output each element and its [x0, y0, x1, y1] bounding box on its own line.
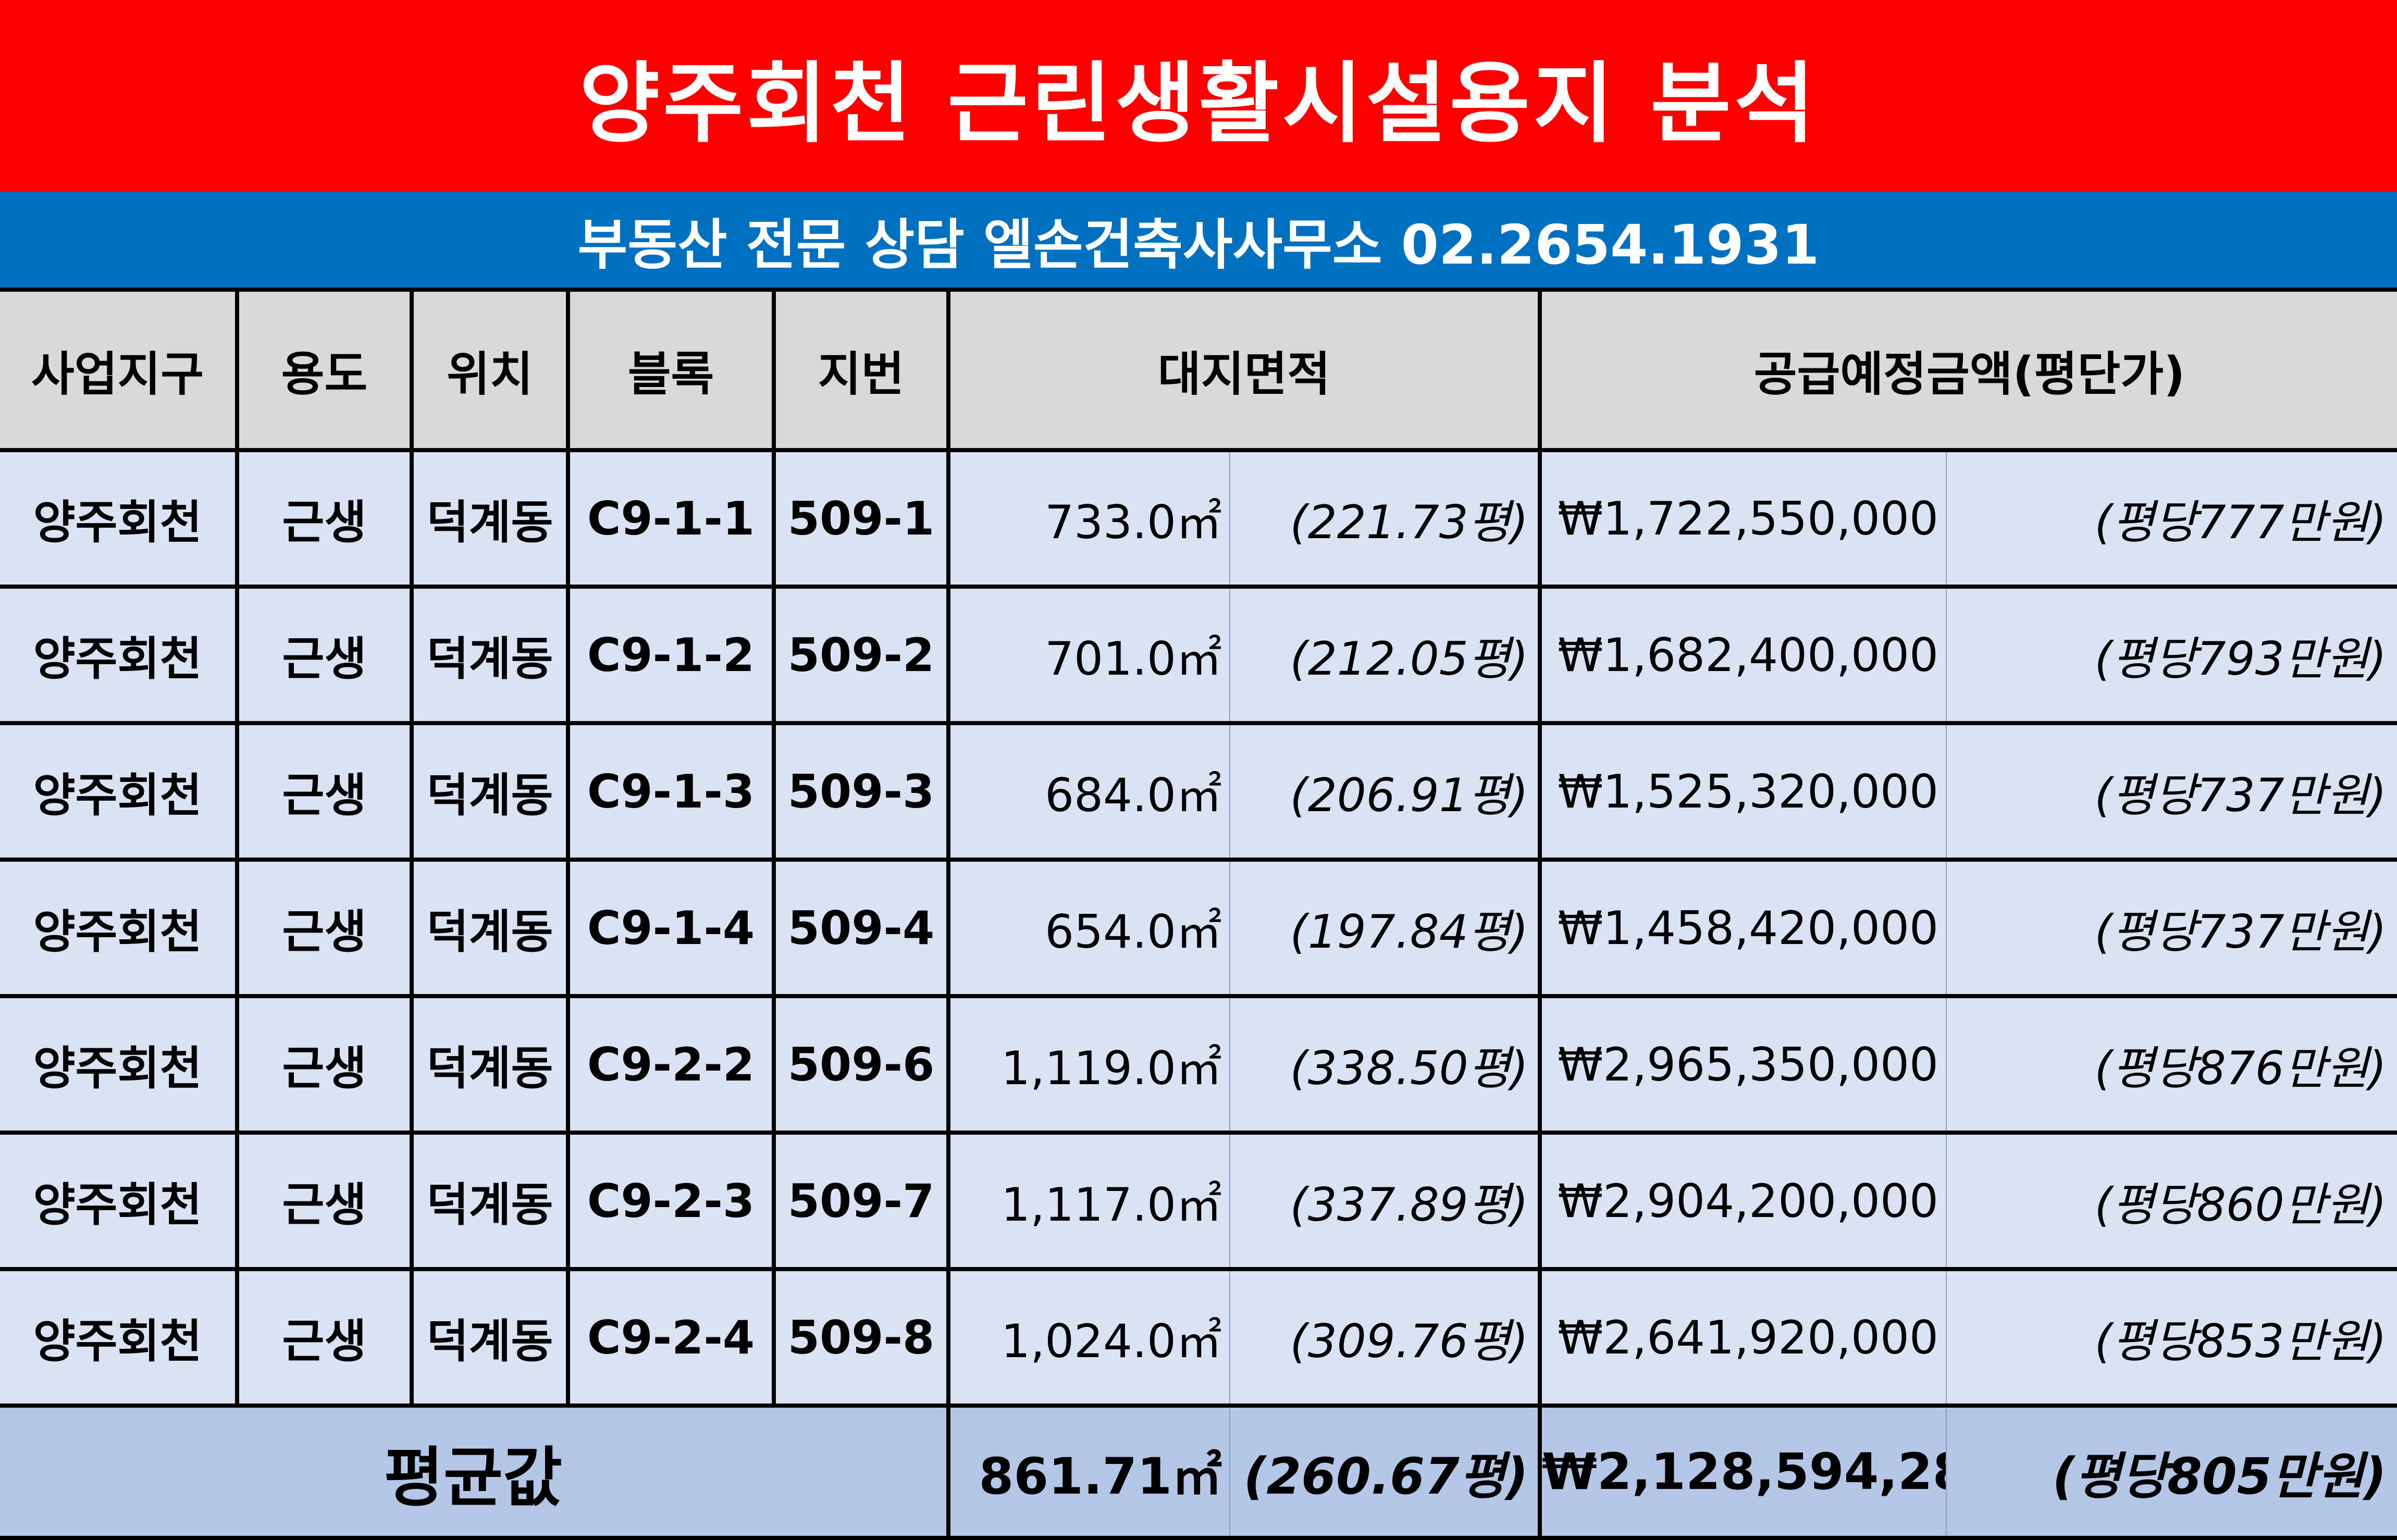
- cell-unit-price: (평당793만원): [1946, 585, 2397, 725]
- cell-use: 근생: [235, 994, 414, 1135]
- cell-unit-price: (평당853만원): [1946, 1267, 2397, 1408]
- cell-price: ₩1,722,550,000: [1540, 448, 1947, 589]
- average-pyeong: (260.67평): [1230, 1404, 1542, 1540]
- average-row: 평균값861.71㎡(260.67평)₩2,128,594,286(평당805만…: [0, 1404, 2397, 1540]
- cell-area: 1,024.0㎡: [946, 1267, 1230, 1408]
- cell-use: 근생: [235, 721, 414, 862]
- cell-pyeong: (206.91평): [1230, 721, 1542, 862]
- cell-block: C9-1-2: [566, 585, 776, 725]
- cell-block: C9-1-4: [566, 858, 776, 998]
- average-label: 평균값: [0, 1404, 950, 1540]
- cell-use: 근생: [235, 448, 414, 589]
- header-land-area: 대지면적: [946, 288, 1542, 452]
- cell-lot: 509-6: [772, 994, 950, 1135]
- cell-location: 덕계동: [410, 721, 570, 862]
- cell-block: C9-1-1: [566, 448, 776, 589]
- cell-location: 덕계동: [410, 1267, 570, 1408]
- cell-location: 덕계동: [410, 448, 570, 589]
- cell-location: 덕계동: [410, 858, 570, 998]
- cell-price: ₩1,458,420,000: [1540, 858, 1947, 998]
- cell-unit-price: (평당777만원): [1946, 448, 2397, 589]
- cell-price: ₩2,904,200,000: [1540, 1131, 1947, 1271]
- cell-area: 701.0㎡: [946, 585, 1230, 725]
- header-use: 용도: [235, 288, 414, 452]
- cell-area: 1,119.0㎡: [946, 994, 1230, 1135]
- cell-area: 684.0㎡: [946, 721, 1230, 862]
- cell-district: 양주회천: [0, 858, 239, 998]
- cell-pyeong: (337.89평): [1230, 1131, 1542, 1271]
- cell-block: C9-2-2: [566, 994, 776, 1135]
- cell-price: ₩2,641,920,000: [1540, 1267, 1947, 1408]
- subtitle-banner: 부동산 전문 상담 엘손건축사사무소 02.2654.1931: [0, 192, 2397, 288]
- cell-use: 근생: [235, 858, 414, 998]
- average-price: ₩2,128,594,286: [1540, 1404, 1947, 1540]
- cell-location: 덕계동: [410, 1131, 570, 1271]
- cell-price: ₩1,525,320,000: [1540, 721, 1947, 862]
- table-row: 양주회천 근생 덕계동 C9-1-2 509-2 701.0㎡ (212.05평) ₩1,68…: [0, 585, 2397, 725]
- cell-unit-price: (평당737만원): [1946, 858, 2397, 998]
- land-analysis-table: 사업지구 용도 위치 블록 지번 대지면적 공급예정금액(평단가) 양주회천 근생…: [0, 288, 2397, 1540]
- cell-district: 양주회천: [0, 448, 239, 589]
- cell-block: C9-1-3: [566, 721, 776, 862]
- cell-area: 1,117.0㎡: [946, 1131, 1230, 1271]
- header-supply-price: 공급예정금액(평단가): [1538, 288, 2397, 452]
- table-row: 양주회천 근생 덕계동 C9-2-3 509-7 1,117.0㎡ (337.89평) ₩2,…: [0, 1131, 2397, 1271]
- table-row: 양주회천 근생 덕계동 C9-2-2 509-6 1,119.0㎡ (338.50평) ₩2,…: [0, 994, 2397, 1135]
- cell-price: ₩2,965,350,000: [1540, 994, 1947, 1135]
- cell-location: 덕계동: [410, 585, 570, 725]
- table-row: 양주회천 근생 덕계동 C9-1-4 509-4 654.0㎡ (197.84평) ₩1,45…: [0, 858, 2397, 998]
- table-row: 양주회천 근생 덕계동 C9-1-1 509-1 733.0㎡ (221.73평) ₩1,72…: [0, 448, 2397, 589]
- table-row: 양주회천 근생 덕계동 C9-2-4 509-8 1,024.0㎡ (309.76평) ₩2,…: [0, 1267, 2397, 1408]
- cell-location: 덕계동: [410, 994, 570, 1135]
- cell-lot: 509-7: [772, 1131, 950, 1271]
- cell-district: 양주회천: [0, 585, 239, 725]
- cell-pyeong: (338.50평): [1230, 994, 1542, 1135]
- cell-district: 양주회천: [0, 1267, 239, 1408]
- cell-district: 양주회천: [0, 994, 239, 1135]
- cell-pyeong: (221.73평): [1230, 448, 1542, 589]
- table-row: 양주회천 근생 덕계동 C9-1-3 509-3 684.0㎡ (206.91평) ₩1,52…: [0, 721, 2397, 862]
- cell-pyeong: (309.76평): [1230, 1267, 1542, 1408]
- cell-use: 근생: [235, 585, 414, 725]
- cell-unit-price: (평당737만원): [1946, 721, 2397, 862]
- cell-lot: 509-4: [772, 858, 950, 998]
- cell-pyeong: (197.84평): [1230, 858, 1542, 998]
- header-lot: 지번: [772, 288, 950, 452]
- cell-use: 근생: [235, 1267, 414, 1408]
- cell-area: 654.0㎡: [946, 858, 1230, 998]
- cell-block: C9-2-4: [566, 1267, 776, 1408]
- header-block: 블록: [566, 288, 776, 452]
- cell-lot: 509-2: [772, 585, 950, 725]
- cell-unit-price: (평당876만원): [1946, 994, 2397, 1135]
- cell-lot: 509-8: [772, 1267, 950, 1408]
- average-unit-price: (평당805만원): [1946, 1404, 2397, 1540]
- page-subtitle: 부동산 전문 상담 엘손건축사사무소 02.2654.1931: [577, 213, 1820, 277]
- cell-block: C9-2-3: [566, 1131, 776, 1271]
- cell-pyeong: (212.05평): [1230, 585, 1542, 725]
- title-banner: 양주회천 근린생활시설용지 분석: [0, 0, 2397, 192]
- header-location: 위치: [410, 288, 570, 452]
- cell-price: ₩1,682,400,000: [1540, 585, 1947, 725]
- cell-lot: 509-3: [772, 721, 950, 862]
- cell-unit-price: (평당860만원): [1946, 1131, 2397, 1271]
- cell-lot: 509-1: [772, 448, 950, 589]
- header-district: 사업지구: [0, 288, 239, 452]
- table-header-row: 사업지구 용도 위치 블록 지번 대지면적 공급예정금액(평단가): [0, 288, 2397, 452]
- cell-area: 733.0㎡: [946, 448, 1230, 589]
- cell-district: 양주회천: [0, 1131, 239, 1271]
- average-area: 861.71㎡: [948, 1404, 1230, 1540]
- cell-use: 근생: [235, 1131, 414, 1271]
- cell-district: 양주회천: [0, 721, 239, 862]
- page-title: 양주회천 근린생활시설용지 분석: [579, 52, 1818, 155]
